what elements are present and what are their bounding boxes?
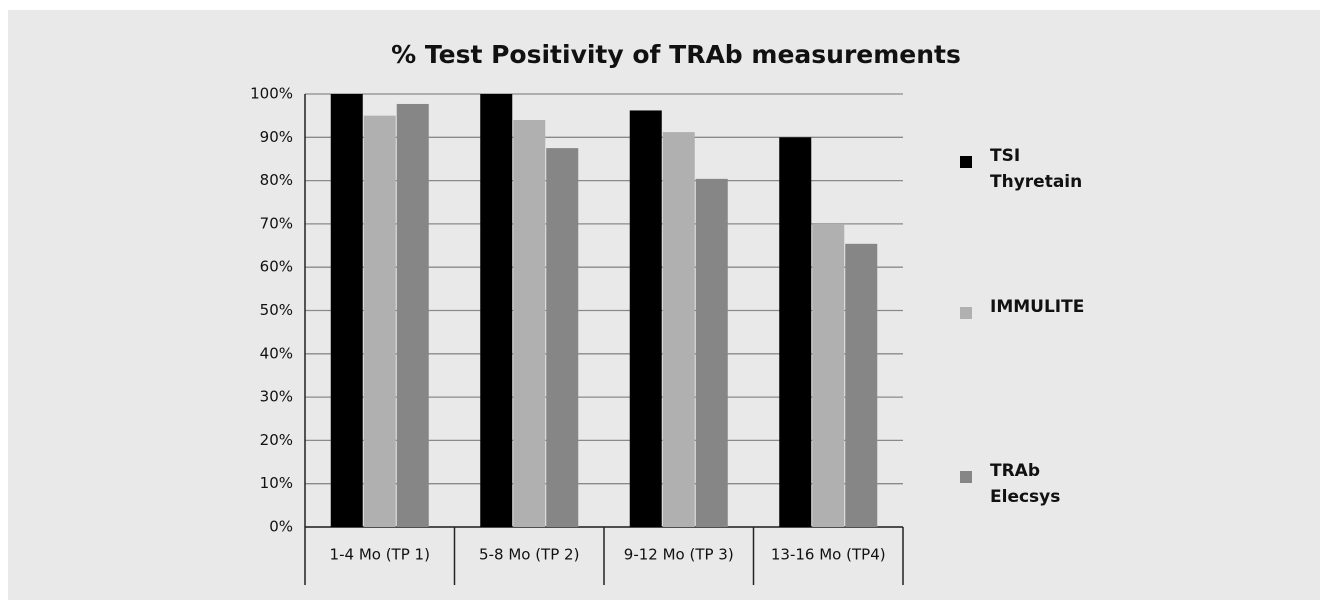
- y-tick-label: 80%: [260, 171, 293, 189]
- bar: [330, 94, 363, 527]
- y-tick-label: 90%: [260, 128, 293, 146]
- bar: [546, 148, 579, 527]
- legend-swatch: [960, 307, 972, 319]
- legend-swatch: [960, 156, 972, 168]
- bar: [779, 137, 812, 528]
- bar: [629, 110, 662, 527]
- legend-label: IMMULITE: [990, 297, 1085, 317]
- legend-label: TRAb Elecsys: [990, 461, 1061, 507]
- y-tick-label: 10%: [260, 474, 293, 492]
- legend-label-box: IMMULITE: [990, 297, 1085, 317]
- y-tick-label: 50%: [260, 301, 293, 319]
- y-tick-label: 70%: [260, 214, 293, 232]
- bar: [845, 243, 878, 527]
- legend-swatch: [960, 471, 972, 483]
- x-tick-label: 5-8 Mo (TP 2): [479, 546, 579, 564]
- x-tick-label: 1-4 Mo (TP 1): [330, 546, 430, 564]
- x-tick-label: 13-16 Mo (TP4): [771, 546, 886, 564]
- bar: [363, 115, 396, 528]
- legend-label: TSI Thyretain: [990, 146, 1083, 192]
- bar: [695, 178, 728, 528]
- bar: [662, 132, 695, 527]
- y-tick-label: 30%: [260, 388, 293, 406]
- legend-label-box: TRAb Elecsys: [990, 461, 1061, 507]
- legend-label-box: TSI Thyretain: [990, 146, 1083, 192]
- bar: [480, 94, 513, 527]
- y-tick-label: 40%: [260, 344, 293, 362]
- y-tick-label: 20%: [260, 431, 293, 449]
- chart-title: % Test Positivity of TRAb measurements: [391, 40, 961, 69]
- x-tick-label: 9-12 Mo (TP 3): [624, 546, 734, 564]
- bar: [812, 223, 845, 527]
- y-tick-label: 100%: [250, 85, 293, 103]
- y-tick-label: 60%: [260, 258, 293, 276]
- y-tick-label: 0%: [269, 518, 293, 536]
- bar: [513, 119, 546, 527]
- bar: [396, 103, 429, 528]
